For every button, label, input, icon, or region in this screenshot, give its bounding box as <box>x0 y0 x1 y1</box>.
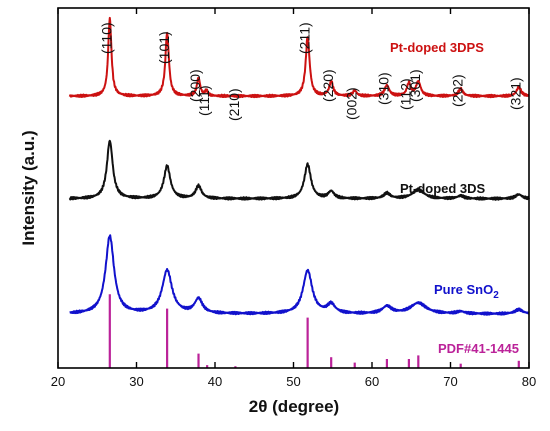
x-tick-label: 60 <box>365 374 379 389</box>
series-label-pt-doped-3ds: Pt-doped 3DS <box>400 181 486 196</box>
reference-lines <box>108 294 520 368</box>
series-label-pure-sno2-main: Pure SnO <box>434 282 493 297</box>
peak-label: (210) <box>226 88 242 121</box>
x-tick-label: 40 <box>208 374 222 389</box>
peak-label: (321) <box>507 77 523 110</box>
series-line-pt-doped-3ds <box>68 139 530 201</box>
peak-label: (200) <box>187 69 203 102</box>
peak-label: (310) <box>376 72 392 105</box>
series-label-pt-doped-3dps: Pt-doped 3DPS <box>390 40 484 55</box>
series-line-pure-sno2 <box>69 234 530 316</box>
peak-label: (111) <box>196 85 212 116</box>
peak-labels: (110) (101) (200)(111) (210) (211) (220) (002)… <box>99 22 524 121</box>
x-axis-ticks: 20 30 40 50 60 70 80 <box>51 8 536 389</box>
peak-label: (112) <box>398 78 414 110</box>
series-label-pure-sno2-subscript: 2 <box>493 290 499 301</box>
x-tick-label: 50 <box>286 374 300 389</box>
series-label-pure-sno2: Pure SnO2 <box>434 282 499 301</box>
peak-label: (110) <box>99 22 115 54</box>
peak-label: (220) <box>320 69 336 102</box>
x-tick-label: 80 <box>522 374 536 389</box>
x-tick-label: 20 <box>51 374 65 389</box>
x-axis-title: 2θ (degree) <box>249 397 339 416</box>
series-layer <box>68 16 530 316</box>
peak-label: (002) <box>343 87 359 120</box>
series-line-pt-doped-3dps <box>68 16 530 99</box>
peak-label: (202) <box>449 74 465 107</box>
x-tick-label: 70 <box>443 374 457 389</box>
peak-label: (211) <box>296 22 312 54</box>
peak-label: (101) <box>156 31 172 64</box>
x-tick-label: 30 <box>129 374 143 389</box>
series-label-reference: PDF#41-1445 <box>438 341 519 356</box>
peak-label: (301) <box>407 69 423 102</box>
y-axis-title: Intensity (a.u.) <box>19 130 38 245</box>
